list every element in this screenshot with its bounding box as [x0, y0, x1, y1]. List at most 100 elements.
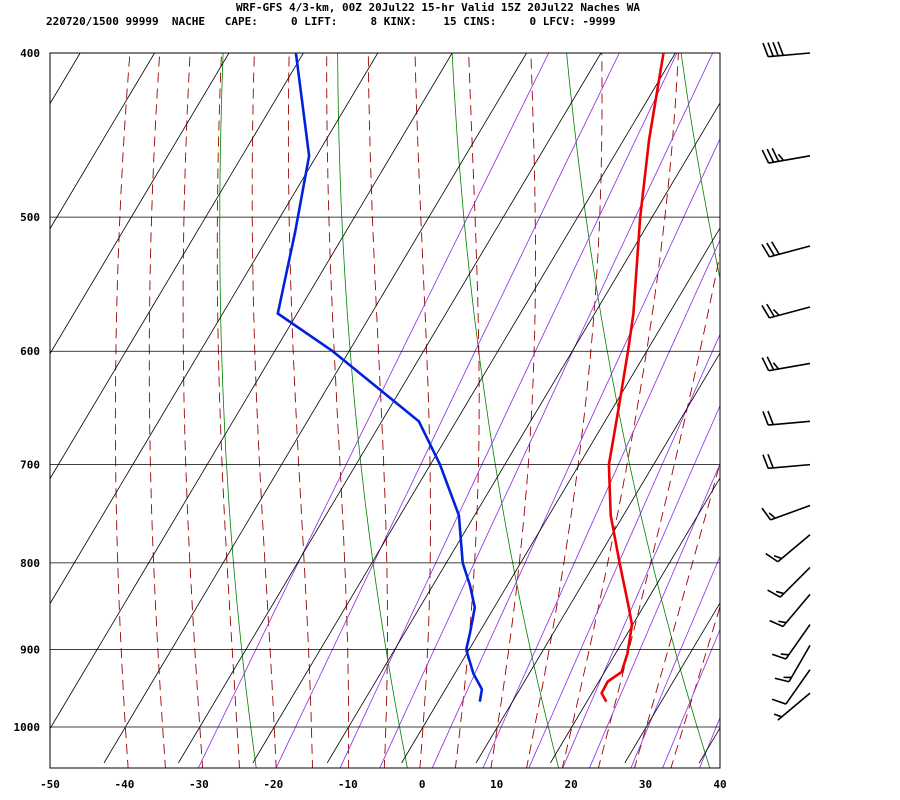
wind-barb — [761, 303, 811, 319]
isotherm-line — [326, 102, 720, 764]
wind-barb-feather — [767, 42, 774, 57]
mixing-ratio-line — [431, 137, 720, 768]
wind-barb-feather — [762, 411, 769, 426]
wind-barb — [761, 356, 811, 372]
chart-title: WRF-GFS 4/3-km, 00Z 20Jul22 15-hr Valid … — [236, 1, 640, 14]
wind-barb — [762, 410, 811, 426]
wind-barb-feather — [777, 153, 785, 161]
x-tick-label: 10 — [490, 778, 503, 791]
isotherm-line — [698, 727, 720, 764]
x-tick-label: -40 — [115, 778, 135, 791]
wind-barb-staff — [788, 645, 811, 683]
y-tick-label: 900 — [20, 643, 40, 656]
wind-barb-feather — [775, 590, 785, 595]
moist-adiabat-line — [326, 53, 350, 768]
dry-adiabat-line — [451, 53, 560, 768]
wind-barb-feather — [773, 713, 782, 718]
dry-adiabat-line — [789, 15, 900, 770]
isotherm-line — [475, 352, 720, 764]
wind-barb-feather — [770, 241, 780, 255]
isotherm-line — [103, 53, 527, 764]
isotherm-line — [624, 602, 720, 764]
wind-barb-feather — [767, 410, 774, 425]
moist-adiabat-line — [597, 251, 720, 768]
isotherm-line — [252, 53, 676, 764]
isotherm-line — [50, 53, 453, 730]
mixing-ratio-line — [528, 333, 720, 768]
wind-barb-feather — [778, 620, 787, 624]
wind-barb-staff — [768, 155, 811, 164]
wind-barb-feather — [774, 677, 790, 683]
wind-barb-staff — [782, 593, 811, 628]
x-tick-label: 0 — [419, 778, 426, 791]
wind-barb — [762, 41, 811, 58]
mixing-ratio-line — [562, 404, 720, 768]
mixing-ratio-line — [589, 462, 720, 768]
dewpoint-profile-line — [276, 53, 484, 702]
y-tick-label: 700 — [20, 459, 40, 472]
wind-barb-feather — [761, 357, 770, 372]
moist-adiabat-line — [216, 53, 240, 768]
x-tick-label: 30 — [639, 778, 652, 791]
x-tick-label: 40 — [713, 778, 726, 791]
moist-adiabat-line — [634, 461, 720, 768]
isotherm-line — [50, 53, 81, 105]
wind-barb-feather — [762, 454, 769, 469]
wind-barb-staff — [769, 306, 811, 319]
wind-barb — [765, 534, 811, 563]
wind-barb-feather — [769, 619, 784, 628]
dry-adiabat-line — [219, 53, 257, 768]
wind-barb — [761, 241, 811, 258]
isotherm-line — [50, 53, 230, 355]
wind-barb-feather — [771, 653, 787, 660]
chart-header: WRF-GFS 4/3-km, 00Z 20Jul22 15-hr Valid … — [0, 0, 900, 32]
wind-barb-feather — [772, 362, 780, 370]
mixing-ratio-line — [275, 53, 620, 768]
mixing-ratio-line — [339, 53, 678, 768]
dry-adiabat-line — [566, 53, 711, 768]
moist-adiabat-line — [114, 53, 131, 768]
wind-barb-feather — [766, 242, 775, 256]
moist-adiabat-line — [670, 605, 720, 768]
wind-barb-feather — [768, 512, 776, 519]
y-tick-label: 1000 — [14, 721, 41, 734]
moist-adiabat-line — [414, 53, 431, 768]
moist-adiabat-line — [182, 53, 204, 768]
isotherm-line — [50, 53, 379, 605]
wind-barb-feather — [772, 41, 779, 57]
isotherm-line — [401, 227, 720, 764]
y-tick-label: 800 — [20, 557, 40, 570]
y-tick-label: 400 — [20, 47, 40, 60]
wind-barb-staff — [785, 624, 811, 660]
wind-barb-feather — [767, 453, 774, 469]
wind-barb — [762, 453, 811, 470]
wind-barb-feather — [761, 243, 771, 258]
wind-barb-staff — [785, 669, 811, 705]
axis-tick-labels: -50 -40 -30 -20 -10 0 10 20 30 40 400 500 600 700 800 9… — [14, 47, 727, 791]
wind-barb-feather — [766, 356, 775, 371]
wind-barb-feather — [780, 653, 789, 656]
dry-adiabat-line — [680, 53, 720, 281]
wind-barb-feather — [761, 149, 770, 164]
wind-barb-staff — [768, 362, 811, 372]
isotherm-isobar-grid — [50, 53, 720, 764]
dry-adiabat-line — [337, 53, 408, 768]
wind-barb-staff — [769, 245, 811, 258]
moist-adiabat-line — [454, 53, 480, 768]
wind-barb-feather — [762, 42, 769, 57]
wind-barb-staff — [777, 692, 811, 721]
isotherm-line — [50, 53, 155, 230]
mixing-ratio-line — [699, 716, 720, 768]
wind-barb-staff — [768, 420, 811, 426]
wind-barb-feather — [761, 305, 771, 319]
wind-barb — [761, 504, 811, 521]
moist-adiabat-line — [148, 53, 166, 768]
wind-barb-feather — [767, 589, 781, 598]
y-tick-label: 600 — [20, 345, 40, 358]
mixing-ratio-line — [197, 53, 550, 768]
wind-barb-staff — [768, 52, 811, 58]
mixing-ratio-line — [662, 628, 720, 768]
wind-barb-feather — [772, 309, 780, 316]
wind-barb-feather — [766, 148, 775, 163]
